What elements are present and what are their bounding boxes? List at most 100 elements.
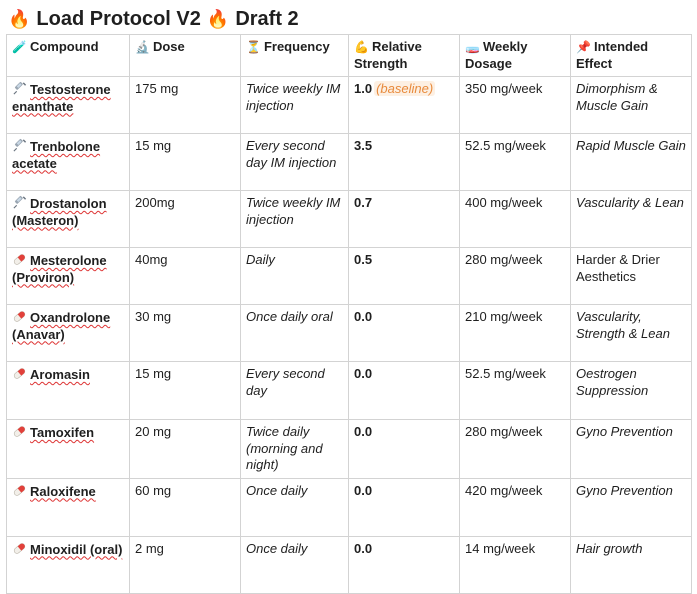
hourglass-icon: ⏳ (246, 40, 261, 54)
dose-value: 2 mg (135, 540, 164, 556)
effect-value: Gyno Prevention (576, 482, 673, 498)
frequency-value: Every second day IM injection (246, 138, 337, 170)
weekly-value: 52.5 mg/week (465, 366, 546, 381)
header-relative-strength[interactable]: 💪 Relative Strength (348, 34, 460, 77)
cell-frequency[interactable]: Every second day IM injection (240, 133, 349, 191)
weekly-value: 210 mg/week (465, 309, 543, 324)
cell-dose[interactable]: 60 mg (129, 477, 241, 537)
table-row: Aromasin 15 mg Every second day 0.0 52.5 mg/… (6, 361, 692, 420)
pill-icon (12, 424, 27, 439)
cell-intended-effect[interactable]: Harder & Drier Aesthetics (570, 247, 692, 305)
header-frequency[interactable]: ⏳ Frequency (240, 34, 349, 77)
cell-dose[interactable]: 2 mg (129, 535, 241, 594)
cell-frequency[interactable]: Twice weekly IM injection (240, 76, 349, 134)
title-text-draft: Draft 2 (235, 7, 299, 30)
cell-compound[interactable]: Mesterolone (Proviron) (6, 247, 130, 305)
pill-icon (12, 483, 27, 498)
cell-relative-strength[interactable]: 0.0 (348, 419, 460, 479)
title-text-main: Load Protocol V2 (36, 7, 201, 30)
cell-dose[interactable]: 20 mg (129, 419, 241, 479)
cell-frequency[interactable]: Once daily (240, 477, 349, 537)
header-dose[interactable]: 🔬 Dose (129, 34, 241, 77)
weekly-value: 420 mg/week (465, 482, 543, 498)
effect-value: Hair growth (576, 540, 643, 556)
cell-dose[interactable]: 30 mg (129, 304, 241, 362)
cell-intended-effect[interactable]: Vascularity, Strength & Lean (570, 304, 692, 362)
header-label: Relative Strength (354, 39, 422, 71)
cell-weekly-dosage[interactable]: 52.5 mg/week (459, 361, 571, 420)
cell-weekly-dosage[interactable]: 52.5 mg/week (459, 133, 571, 191)
cell-relative-strength[interactable]: 0.0 (348, 361, 460, 420)
cell-compound[interactable]: Aromasin (6, 361, 130, 420)
cell-dose[interactable]: 40mg (129, 247, 241, 305)
cell-dose[interactable]: 15 mg (129, 361, 241, 420)
table-row: Drostanolon (Masteron) 200mg Twice weekly … (6, 190, 692, 248)
effect-value: Gyno Prevention (576, 424, 673, 439)
pill-icon (12, 366, 27, 381)
microscope-icon: 🔬 (135, 40, 150, 54)
dose-value: 20 mg (135, 424, 172, 439)
frequency-value: Twice daily (morning and night) (246, 424, 323, 472)
cell-weekly-dosage[interactable]: 280 mg/week (459, 247, 571, 305)
cell-weekly-dosage[interactable]: 14 mg/week (459, 535, 571, 594)
cell-frequency[interactable]: Daily (240, 247, 349, 305)
cell-frequency[interactable]: Twice weekly IM injection (240, 190, 349, 248)
cell-weekly-dosage[interactable]: 280 mg/week (459, 419, 571, 479)
cell-compound[interactable]: Tamoxifen (6, 419, 130, 479)
cell-intended-effect[interactable]: Vascularity & Lean (570, 190, 692, 248)
cell-frequency[interactable]: Once daily oral (240, 304, 349, 362)
cell-frequency[interactable]: Twice daily (morning and night) (240, 419, 349, 479)
cell-compound[interactable]: Minoxidil (oral) (6, 535, 130, 594)
effect-value: Vascularity & Lean (576, 195, 684, 210)
cell-dose[interactable]: 15 mg (129, 133, 241, 191)
cell-intended-effect[interactable]: Gyno Prevention (570, 477, 692, 537)
frequency-value: Every second day (246, 366, 325, 398)
cell-compound[interactable]: Oxandrolone (Anavar) (6, 304, 130, 362)
cell-dose[interactable]: 200mg (129, 190, 241, 248)
strength-value: 3.5 (354, 138, 373, 153)
cell-compound[interactable]: Trenbolone acetate (6, 133, 130, 191)
cell-intended-effect[interactable]: Dimorphism & Muscle Gain (570, 76, 692, 134)
cell-relative-strength[interactable]: 0.0 (348, 477, 460, 537)
cell-weekly-dosage[interactable]: 210 mg/week (459, 304, 571, 362)
cell-frequency[interactable]: Every second day (240, 361, 349, 420)
cell-relative-strength[interactable]: 0.5 (348, 247, 460, 305)
cell-frequency[interactable]: Once daily (240, 535, 349, 594)
dose-value: 15 mg (135, 366, 172, 381)
weekly-value: 52.5 mg/week (465, 138, 546, 153)
header-label: Compound (29, 39, 99, 54)
cell-compound[interactable]: Raloxifene (6, 477, 130, 537)
weekly-value: 280 mg/week (465, 424, 543, 439)
header-intended-effect[interactable]: 📌 Intended Effect (570, 34, 692, 77)
cell-relative-strength[interactable]: 0.0 (348, 535, 460, 594)
cell-compound[interactable]: Testosterone enanthate (6, 76, 130, 134)
cell-weekly-dosage[interactable]: 400 mg/week (459, 190, 571, 248)
cell-intended-effect[interactable]: Gyno Prevention (570, 419, 692, 479)
table-row: Mesterolone (Proviron) 40mg Daily 0.5 280 mg… (6, 247, 692, 305)
header-compound[interactable]: 🧪 Compound (6, 34, 130, 77)
baseline-note: (baseline) (374, 81, 436, 96)
cell-relative-strength[interactable]: 1.0 (baseline) (348, 76, 460, 134)
page-title: 🔥 Load Protocol V2 🔥 Draft 2 (8, 4, 299, 34)
cell-compound[interactable]: Drostanolon (Masteron) (6, 190, 130, 248)
table-header-row: 🧪 Compound 🔬 Dose ⏳ Frequency 💪 Relative Str… (6, 34, 692, 77)
pill-icon (12, 252, 27, 267)
fire-icon: 🔥 (8, 8, 31, 30)
cell-relative-strength[interactable]: 0.0 (348, 304, 460, 362)
cell-intended-effect[interactable]: Hair growth (570, 535, 692, 594)
strength-value: 0.0 (354, 540, 373, 556)
cell-weekly-dosage[interactable]: 350 mg/week (459, 76, 571, 134)
cell-intended-effect[interactable]: Rapid Muscle Gain (570, 133, 692, 191)
frequency-value: Twice weekly IM injection (246, 81, 341, 113)
table-row: Oxandrolone (Anavar) 30 mg Once daily oral… (6, 304, 692, 362)
cell-relative-strength[interactable]: 3.5 (348, 133, 460, 191)
cell-relative-strength[interactable]: 0.7 (348, 190, 460, 248)
header-weekly-dosage[interactable]: 🧫 Weekly Dosage (459, 34, 571, 77)
cell-weekly-dosage[interactable]: 420 mg/week (459, 477, 571, 537)
pill-icon (12, 541, 27, 556)
cell-intended-effect[interactable]: Oestrogen Suppression (570, 361, 692, 420)
syringe-icon (12, 138, 27, 153)
weekly-value: 350 mg/week (465, 81, 543, 96)
cell-dose[interactable]: 175 mg (129, 76, 241, 134)
compound-name: Tamoxifen (30, 425, 95, 440)
